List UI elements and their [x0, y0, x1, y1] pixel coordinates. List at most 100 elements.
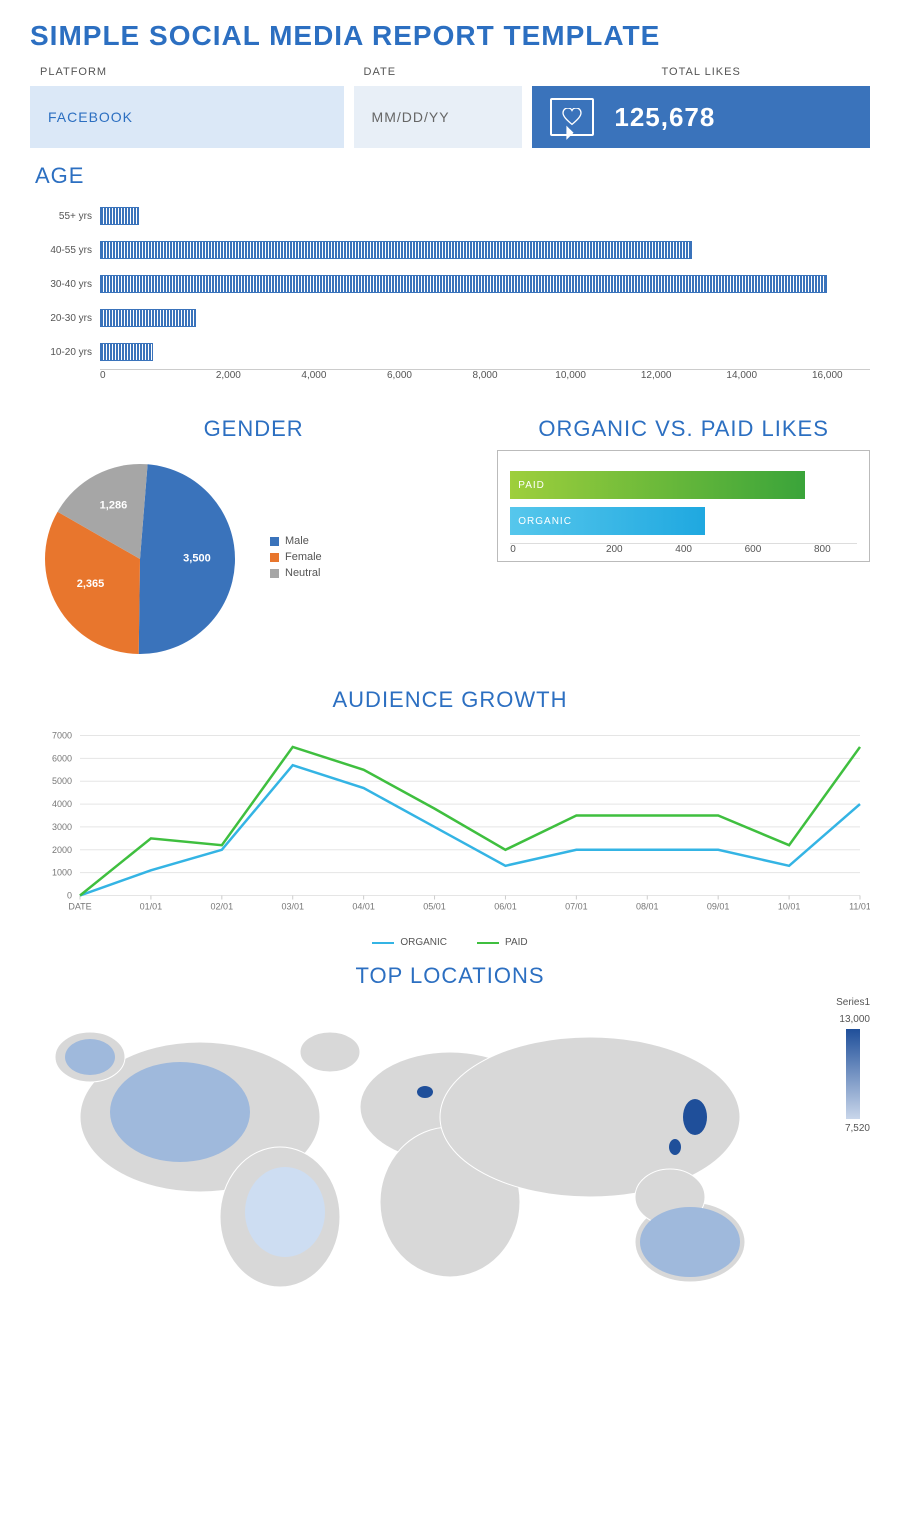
ovp-chart: PAID ORGANIC 0200400600800 — [497, 450, 870, 562]
map-panel: Series1 13,000 7,520 — [30, 997, 870, 1307]
growth-legend-label: PAID — [505, 937, 528, 948]
header-row: PLATFORM DATE TOTAL LIKES — [30, 62, 870, 82]
age-bar — [100, 309, 196, 327]
map-highlight — [245, 1167, 325, 1257]
map-highlight — [110, 1062, 250, 1162]
svg-text:DATE: DATE — [68, 902, 91, 912]
swatch-icon — [270, 553, 279, 562]
svg-text:0: 0 — [67, 891, 72, 901]
svg-text:04/01: 04/01 — [352, 902, 375, 912]
gender-panel: GENDER 3,500 2,365 1,286 Male Female Neutral — [30, 401, 477, 667]
age-tick: 6,000 — [357, 370, 443, 381]
svg-text:06/01: 06/01 — [494, 902, 517, 912]
ovp-bar: PAID — [510, 471, 805, 499]
age-tick: 4,000 — [271, 370, 357, 381]
page-title: SIMPLE SOCIAL MEDIA REPORT TEMPLATE — [30, 20, 870, 52]
legend-item: Neutral — [270, 567, 322, 579]
svg-text:09/01: 09/01 — [707, 902, 730, 912]
growth-legend: ORGANIC PAID — [30, 937, 870, 948]
age-category: 10-20 yrs — [30, 347, 100, 358]
age-tick: 16,000 — [785, 370, 871, 381]
svg-text:4000: 4000 — [52, 799, 72, 809]
growth-legend-item: ORGANIC — [372, 937, 447, 948]
heart-bubble-icon — [550, 98, 594, 136]
ovp-tick: 400 — [649, 544, 718, 555]
age-tick: 12,000 — [613, 370, 699, 381]
pie-label: 3,500 — [183, 553, 211, 565]
growth-legend-item: PAID — [477, 937, 528, 948]
pie-label: 1,286 — [100, 500, 128, 512]
svg-text:08/01: 08/01 — [636, 902, 659, 912]
age-chart: 55+ yrs 40-55 yrs 30-40 yrs 20-30 yrs 10-20 … — [30, 199, 870, 381]
map-land — [300, 1032, 360, 1072]
svg-text:10/01: 10/01 — [778, 902, 801, 912]
ovp-axis: 0200400600800 — [510, 543, 857, 555]
ovp-panel: ORGANIC VS. PAID LIKES PAID ORGANIC 020040… — [497, 401, 870, 667]
map-gradient-bar — [846, 1029, 860, 1119]
ovp-bar: ORGANIC — [510, 507, 705, 535]
date-label: DATE — [354, 62, 523, 82]
ovp-tick: 0 — [510, 544, 579, 555]
age-row: 30-40 yrs — [30, 267, 870, 301]
likes-box: 125,678 — [532, 86, 870, 148]
swatch-icon — [270, 537, 279, 546]
map-highlight — [669, 1139, 681, 1155]
age-tick: 8,000 — [442, 370, 528, 381]
age-row: 10-20 yrs — [30, 335, 870, 369]
map-legend: Series1 13,000 7,520 — [836, 997, 870, 1134]
ovp-tick: 600 — [718, 544, 787, 555]
age-tick: 10,000 — [528, 370, 614, 381]
age-row: 40-55 yrs — [30, 233, 870, 267]
map-legend-max: 13,000 — [836, 1014, 870, 1025]
age-category: 55+ yrs — [30, 211, 100, 222]
legend-item: Male — [270, 535, 322, 547]
growth-chart: 01000200030004000500060007000DATE01/0102… — [30, 718, 870, 928]
legend-label: Female — [285, 551, 322, 563]
map-highlight — [640, 1207, 740, 1277]
line-swatch-icon — [372, 942, 394, 944]
age-category: 30-40 yrs — [30, 279, 100, 290]
legend-label: Male — [285, 535, 309, 547]
ovp-tick: 200 — [580, 544, 649, 555]
gender-pie: 3,500 2,365 1,286 — [30, 447, 260, 667]
platform-label: PLATFORM — [30, 62, 344, 82]
svg-text:01/01: 01/01 — [140, 902, 163, 912]
age-title: AGE — [35, 163, 870, 189]
svg-text:02/01: 02/01 — [211, 902, 234, 912]
age-bar — [100, 207, 139, 225]
map-legend-min: 7,520 — [836, 1123, 870, 1134]
svg-text:1000: 1000 — [52, 868, 72, 878]
line-swatch-icon — [477, 942, 499, 944]
growth-legend-label: ORGANIC — [400, 937, 447, 948]
ovp-tick: 800 — [788, 544, 857, 555]
age-x-axis: 02,0004,0006,0008,00010,00012,00014,0001… — [100, 369, 870, 381]
svg-text:7000: 7000 — [52, 731, 72, 741]
likes-value: 125,678 — [614, 102, 715, 133]
age-tick: 14,000 — [699, 370, 785, 381]
svg-text:03/01: 03/01 — [281, 902, 304, 912]
map-legend-series: Series1 — [836, 997, 870, 1008]
pie-label: 2,365 — [77, 578, 105, 590]
legend-item: Female — [270, 551, 322, 563]
age-category: 20-30 yrs — [30, 313, 100, 324]
age-category: 40-55 yrs — [30, 245, 100, 256]
map-highlight — [65, 1039, 115, 1075]
growth-panel: AUDIENCE GROWTH 010002000300040005000600… — [30, 687, 870, 948]
map-highlight — [417, 1086, 433, 1098]
ovp-row: ORGANIC — [510, 507, 857, 535]
age-bar — [100, 241, 692, 259]
svg-text:11/01: 11/01 — [849, 902, 870, 912]
growth-title: AUDIENCE GROWTH — [30, 687, 870, 713]
legend-label: Neutral — [285, 567, 320, 579]
svg-text:5000: 5000 — [52, 776, 72, 786]
svg-text:07/01: 07/01 — [565, 902, 588, 912]
platform-value: FACEBOOK — [30, 86, 344, 148]
date-value: MM/DD/YY — [354, 86, 523, 148]
ovp-title: ORGANIC VS. PAID LIKES — [497, 416, 870, 442]
gender-title: GENDER — [30, 416, 477, 442]
age-row: 55+ yrs — [30, 199, 870, 233]
age-tick: 0 — [100, 370, 186, 381]
age-bar — [100, 275, 827, 293]
svg-text:2000: 2000 — [52, 845, 72, 855]
likes-label: TOTAL LIKES — [532, 62, 870, 82]
